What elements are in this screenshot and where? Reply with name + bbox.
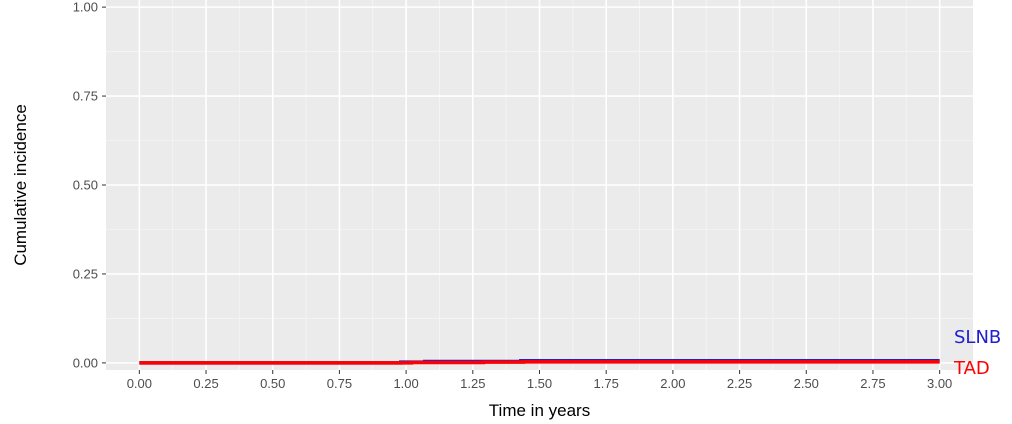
series-labels: SLNB TAD [953, 327, 1001, 379]
x-tick-label: 3.00 [927, 376, 952, 391]
x-tick-label: 1.00 [393, 376, 418, 391]
x-tick-label: 0.00 [127, 376, 152, 391]
series-line-tad [139, 360, 940, 365]
x-axis-title: Time in years [489, 401, 590, 420]
series-label-slnb: SLNB [954, 327, 1001, 348]
x-tick-label: 0.25 [193, 376, 218, 391]
series-label-tad: TAD [953, 358, 990, 379]
x-tick-label: 2.75 [860, 376, 885, 391]
x-tick-label: 1.75 [594, 376, 619, 391]
x-tick-label: 2.25 [727, 376, 752, 391]
major-gridlines [106, 0, 973, 370]
y-tick-label: 1.00 [73, 0, 98, 15]
y-axis-ticks: 0.00 0.25 0.50 0.75 1.00 [73, 0, 106, 370]
x-tick-label: 0.50 [260, 376, 285, 391]
x-tick-label: 0.75 [327, 376, 352, 391]
x-axis-ticks: 0.00 0.25 0.50 0.75 1.00 1.25 1.50 1.75 2.00 2.25… [127, 370, 952, 391]
x-tick-label: 2.50 [794, 376, 819, 391]
y-axis-title: Cumulative incidence [11, 104, 30, 266]
x-tick-label: 1.50 [527, 376, 552, 391]
y-tick-label: 0.75 [73, 89, 98, 104]
series-lines [139, 359, 940, 365]
x-tick-label: 2.00 [660, 376, 685, 391]
y-tick-label: 0.00 [73, 355, 98, 370]
y-tick-label: 0.25 [73, 266, 98, 281]
x-tick-label: 1.25 [460, 376, 485, 391]
y-tick-label: 0.50 [73, 178, 98, 193]
